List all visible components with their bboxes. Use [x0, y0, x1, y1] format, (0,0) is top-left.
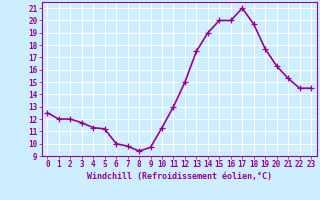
- X-axis label: Windchill (Refroidissement éolien,°C): Windchill (Refroidissement éolien,°C): [87, 172, 272, 181]
